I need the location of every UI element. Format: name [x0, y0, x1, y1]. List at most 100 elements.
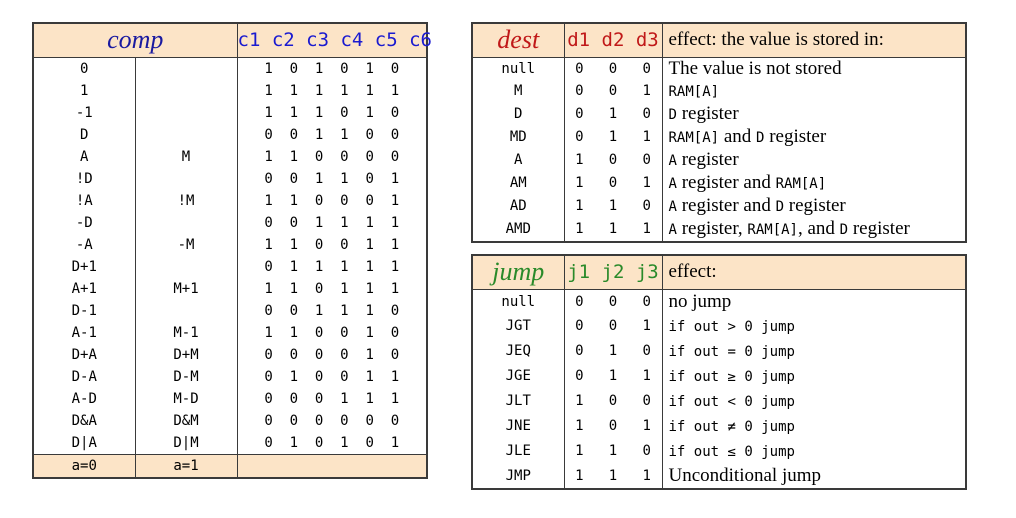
comp-row: A-D M-D 0 0 0 1 1 1: [32, 387, 428, 410]
jump-bits: 1 1 0: [563, 438, 663, 464]
jump-mnemonic: JLE: [471, 438, 565, 464]
dest-row: MD 0 1 1 RAM[A] and D register: [471, 125, 967, 149]
dest-effect-part: RAM[A]: [668, 83, 720, 100]
dest-bits: 0 1 0: [563, 102, 663, 126]
comp-a1-mnemonic: D-M: [134, 365, 238, 388]
jump-row: JEQ 0 1 0 if out = 0 jump: [471, 338, 967, 364]
comp-a0-mnemonic: D&A: [32, 409, 136, 432]
comp-a0-mnemonic: -D: [32, 211, 136, 234]
comp-bits: 1 1 0 0 0 1: [236, 189, 428, 212]
comp-row: !A !M 1 1 0 0 0 1: [32, 189, 428, 212]
dest-table: dest d1 d2 d3 effect: the value is store…: [471, 22, 967, 243]
jump-bits: 0 0 0: [563, 288, 663, 314]
comp-row: D+A D+M 0 0 0 0 1 0: [32, 343, 428, 366]
dest-effect-part: The value is not stored: [668, 57, 842, 79]
comp-a0-mnemonic: D+1: [32, 255, 136, 278]
jump-effect: if out < 0 jump: [661, 388, 967, 414]
dest-mnemonic: AD: [471, 194, 565, 218]
comp-a1-mnemonic: [134, 79, 238, 102]
dest-effect-part: A: [668, 175, 677, 192]
jump-effect-part: if out ≥ 0 jump: [668, 368, 795, 385]
dest-effect: RAM[A]: [661, 79, 967, 103]
dest-row: null 0 0 0 The value is not stored: [471, 56, 967, 80]
dest-bits: 1 0 0: [563, 148, 663, 172]
comp-row: -1 1 1 1 0 1 0: [32, 101, 428, 124]
dest-mnemonic: null: [471, 56, 565, 80]
comp-row: 1 1 1 1 1 1 1: [32, 79, 428, 102]
jump-bits: 0 1 0: [563, 338, 663, 364]
dest-effect-header: effect: the value is stored in:: [661, 22, 967, 58]
dest-effect-part: D: [775, 198, 785, 215]
comp-a0-mnemonic: 0: [32, 56, 136, 80]
dest-title: dest: [471, 22, 565, 58]
jump-mnemonic: JGT: [471, 313, 565, 339]
dest-bits: 0 1 1: [563, 125, 663, 149]
dest-effect-part: register: [676, 148, 739, 170]
comp-bits: 1 1 0 0 1 0: [236, 321, 428, 344]
jump-row: null 0 0 0 no jump: [471, 288, 967, 314]
comp-a1-mnemonic: [134, 123, 238, 146]
jump-effect-part: if out ≠ 0 jump: [668, 418, 795, 435]
jump-row: JLE 1 1 0 if out ≤ 0 jump: [471, 438, 967, 464]
dest-mnemonic: M: [471, 79, 565, 103]
comp-a1-mnemonic: M: [134, 145, 238, 168]
jump-effect-part: no jump: [668, 290, 732, 312]
dest-effect-part: RAM[A]: [668, 129, 720, 146]
dest-effect-part: D: [668, 106, 677, 123]
jump-row: JMP 1 1 1 Unconditional jump: [471, 463, 967, 489]
jump-bits: 0 1 1: [563, 363, 663, 389]
comp-a1-mnemonic: [134, 56, 238, 80]
comp-a1-mnemonic: [134, 167, 238, 190]
jump-effect-part: Unconditional jump: [668, 464, 822, 486]
comp-a1-mnemonic: [134, 211, 238, 234]
comp-a1-mnemonic: !M: [134, 189, 238, 212]
comp-bits: 1 0 1 0 1 0: [236, 56, 428, 80]
comp-footer-empty: [236, 453, 428, 478]
jump-effect-part: if out = 0 jump: [668, 343, 795, 360]
comp-a1-mnemonic: -M: [134, 233, 238, 256]
comp-a0-mnemonic: A+1: [32, 277, 136, 300]
dest-effect-part: A: [668, 152, 677, 169]
comp-row: D-A D-M 0 1 0 0 1 1: [32, 365, 428, 388]
jump-effect: Unconditional jump: [661, 463, 967, 489]
jump-effect: if out = 0 jump: [661, 338, 967, 364]
jump-effect: if out ≤ 0 jump: [661, 438, 967, 464]
jump-mnemonic: JMP: [471, 463, 565, 489]
comp-a0-mnemonic: -1: [32, 101, 136, 124]
comp-a0-mnemonic: !A: [32, 189, 136, 212]
jump-bits: 1 1 1: [563, 463, 663, 489]
comp-a0-mnemonic: D: [32, 123, 136, 146]
jump-bits: 0 0 1: [563, 313, 663, 339]
dest-effect-part: A: [668, 221, 677, 238]
comp-footer-a0: a=0: [32, 453, 136, 478]
dest-effect-part: and: [719, 125, 757, 147]
comp-row: -A -M 1 1 0 0 1 1: [32, 233, 428, 256]
comp-row: D-1 0 0 1 1 1 0: [32, 299, 428, 322]
comp-a0-mnemonic: 1: [32, 79, 136, 102]
jump-table: jump j1 j2 j3 effect: null 0 0 0 no jump JG…: [471, 254, 967, 490]
comp-a1-mnemonic: M-D: [134, 387, 238, 410]
jump-bits: 1 0 1: [563, 413, 663, 439]
comp-row: D&A D&M 0 0 0 0 0 0: [32, 409, 428, 432]
dest-effect-part: register: [764, 125, 827, 147]
comp-bits: 0 1 0 0 1 1: [236, 365, 428, 388]
dest-effect-part: A: [668, 198, 677, 215]
dest-mnemonic: D: [471, 102, 565, 126]
comp-a0-mnemonic: -A: [32, 233, 136, 256]
dest-mnemonic: A: [471, 148, 565, 172]
comp-bits: 0 1 1 1 1 1: [236, 255, 428, 278]
dest-effect: D register: [661, 102, 967, 126]
comp-bits: 1 1 0 0 1 1: [236, 233, 428, 256]
comp-bits: 0 1 0 1 0 1: [236, 431, 428, 455]
dest-effect-part: , and: [797, 217, 840, 239]
comp-bits: 0 0 1 1 1 1: [236, 211, 428, 234]
dest-effect-part: register,: [676, 217, 748, 239]
comp-bits: 1 1 0 0 0 0: [236, 145, 428, 168]
comp-a0-mnemonic: !D: [32, 167, 136, 190]
jump-effect-part: if out < 0 jump: [668, 393, 795, 410]
dest-bits-header: d1 d2 d3: [563, 22, 663, 58]
dest-effect: RAM[A] and D register: [661, 125, 967, 149]
